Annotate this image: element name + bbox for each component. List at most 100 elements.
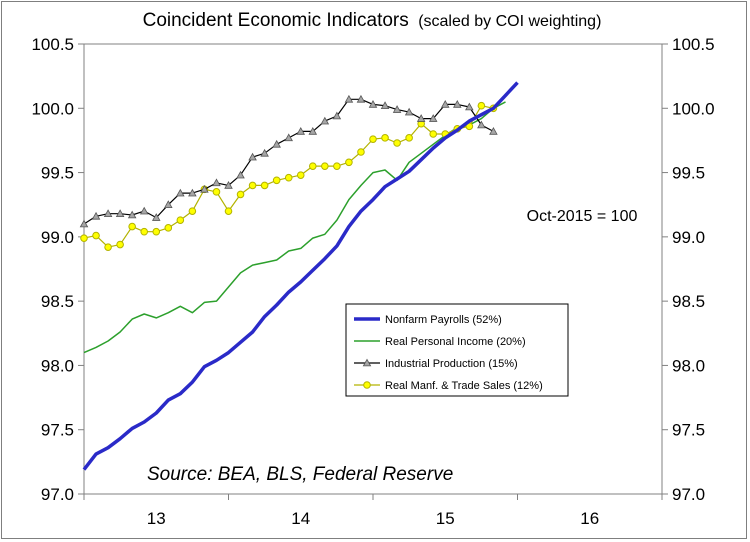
data-point	[320, 116, 330, 125]
series-line	[83, 101, 506, 354]
data-point	[332, 111, 342, 120]
data-point	[127, 210, 137, 219]
y-tick-label-left: 98.5	[41, 292, 74, 311]
series-layer	[79, 81, 519, 471]
data-point	[296, 127, 306, 135]
data-point	[176, 188, 185, 197]
data-point	[333, 162, 341, 170]
data-point	[477, 101, 486, 110]
data-point	[344, 94, 354, 103]
series-4	[80, 101, 498, 251]
data-point	[272, 176, 281, 185]
data-point	[224, 181, 233, 189]
data-point	[212, 178, 221, 187]
y-tick-label-left: 100.0	[31, 99, 74, 118]
data-point	[116, 240, 124, 249]
data-point	[236, 170, 245, 179]
data-point	[139, 206, 149, 215]
data-point	[224, 207, 233, 215]
base-period-annotation: Oct-2015 = 100	[527, 208, 638, 225]
data-point	[104, 243, 112, 251]
data-point	[176, 216, 185, 224]
data-point	[440, 100, 450, 108]
legend-label: Industrial Production (15%)	[385, 358, 518, 370]
data-point	[248, 152, 257, 161]
data-point	[115, 209, 125, 217]
legend-box	[345, 303, 569, 397]
data-point	[428, 114, 438, 122]
data-point	[91, 211, 101, 220]
data-point	[429, 130, 438, 138]
left-y-axis: 97.0 97.5 98.0 98.5 99.0 99.5 100.0 100.5	[31, 35, 84, 504]
data-point	[368, 100, 378, 108]
data-point	[128, 222, 136, 231]
y-tick-label-left: 97.5	[41, 421, 74, 440]
data-point	[308, 162, 317, 170]
x-axis: 13 14 15 16	[83, 494, 663, 528]
data-point	[80, 234, 88, 242]
data-point	[356, 94, 366, 103]
y-tick-label-left: 99.0	[41, 228, 74, 247]
data-point	[405, 134, 413, 142]
legend-label: Real Personal Income (20%)	[385, 336, 526, 348]
data-point	[151, 213, 161, 221]
data-point	[260, 181, 269, 190]
series-3	[79, 94, 498, 228]
chart-title: Coincident Economic Indicators (scaled b…	[143, 10, 602, 31]
y-tick-label-right: 100.0	[672, 99, 715, 118]
data-point	[308, 127, 318, 135]
data-point	[321, 162, 329, 170]
data-point	[103, 209, 113, 217]
data-point	[357, 148, 365, 156]
plot-area	[83, 43, 663, 495]
data-point	[380, 101, 390, 109]
legend-label: Real Manf. & Trade Sales (12%)	[385, 380, 543, 392]
x-tick-label: 16	[580, 509, 599, 528]
y-tick-label-right: 99.0	[672, 228, 705, 247]
data-point	[164, 224, 173, 232]
y-tick-label-right: 99.5	[672, 164, 705, 183]
source-note: Source: BEA, BLS, Federal Reserve	[147, 464, 453, 485]
x-tick-label: 13	[147, 509, 166, 528]
data-point	[140, 227, 149, 236]
data-point	[345, 158, 353, 167]
series-2	[83, 101, 506, 354]
data-point	[212, 188, 221, 196]
data-point	[296, 171, 305, 179]
y-tick-label-right: 97.0	[672, 485, 705, 504]
y-tick-label-right: 98.5	[672, 292, 705, 311]
data-point	[188, 207, 197, 215]
data-point	[248, 181, 257, 190]
y-tick-label-right: 100.5	[672, 35, 715, 54]
data-point	[453, 100, 462, 108]
data-point	[200, 184, 209, 193]
right-y-axis: 97.0 97.5 98.0 98.5 99.0 99.5 100.0 100.5	[662, 35, 715, 504]
legend-item: Industrial Production (15%)	[354, 358, 518, 370]
data-point	[284, 173, 293, 182]
data-point	[260, 148, 269, 157]
data-point	[393, 139, 401, 147]
series-1	[82, 81, 519, 471]
y-tick-label-left: 99.5	[41, 164, 74, 183]
legend-item: Real Manf. & Trade Sales (12%)	[354, 380, 543, 392]
chart-subtitle: (scaled by COI weighting)	[418, 13, 601, 30]
data-point	[381, 134, 389, 142]
data-point	[152, 227, 161, 236]
data-point	[416, 114, 426, 122]
data-point	[272, 139, 281, 148]
data-point	[188, 188, 197, 197]
data-point	[164, 200, 173, 208]
y-tick-label-left: 100.5	[31, 35, 74, 54]
data-point	[363, 381, 371, 389]
x-tick-label: 15	[436, 509, 455, 528]
data-point	[79, 219, 89, 228]
data-point	[489, 127, 498, 135]
y-tick-label-left: 98.0	[41, 356, 74, 375]
data-point	[236, 190, 245, 199]
series-line	[82, 81, 519, 471]
data-point	[92, 231, 100, 240]
data-point	[477, 120, 486, 129]
data-point	[284, 133, 293, 142]
